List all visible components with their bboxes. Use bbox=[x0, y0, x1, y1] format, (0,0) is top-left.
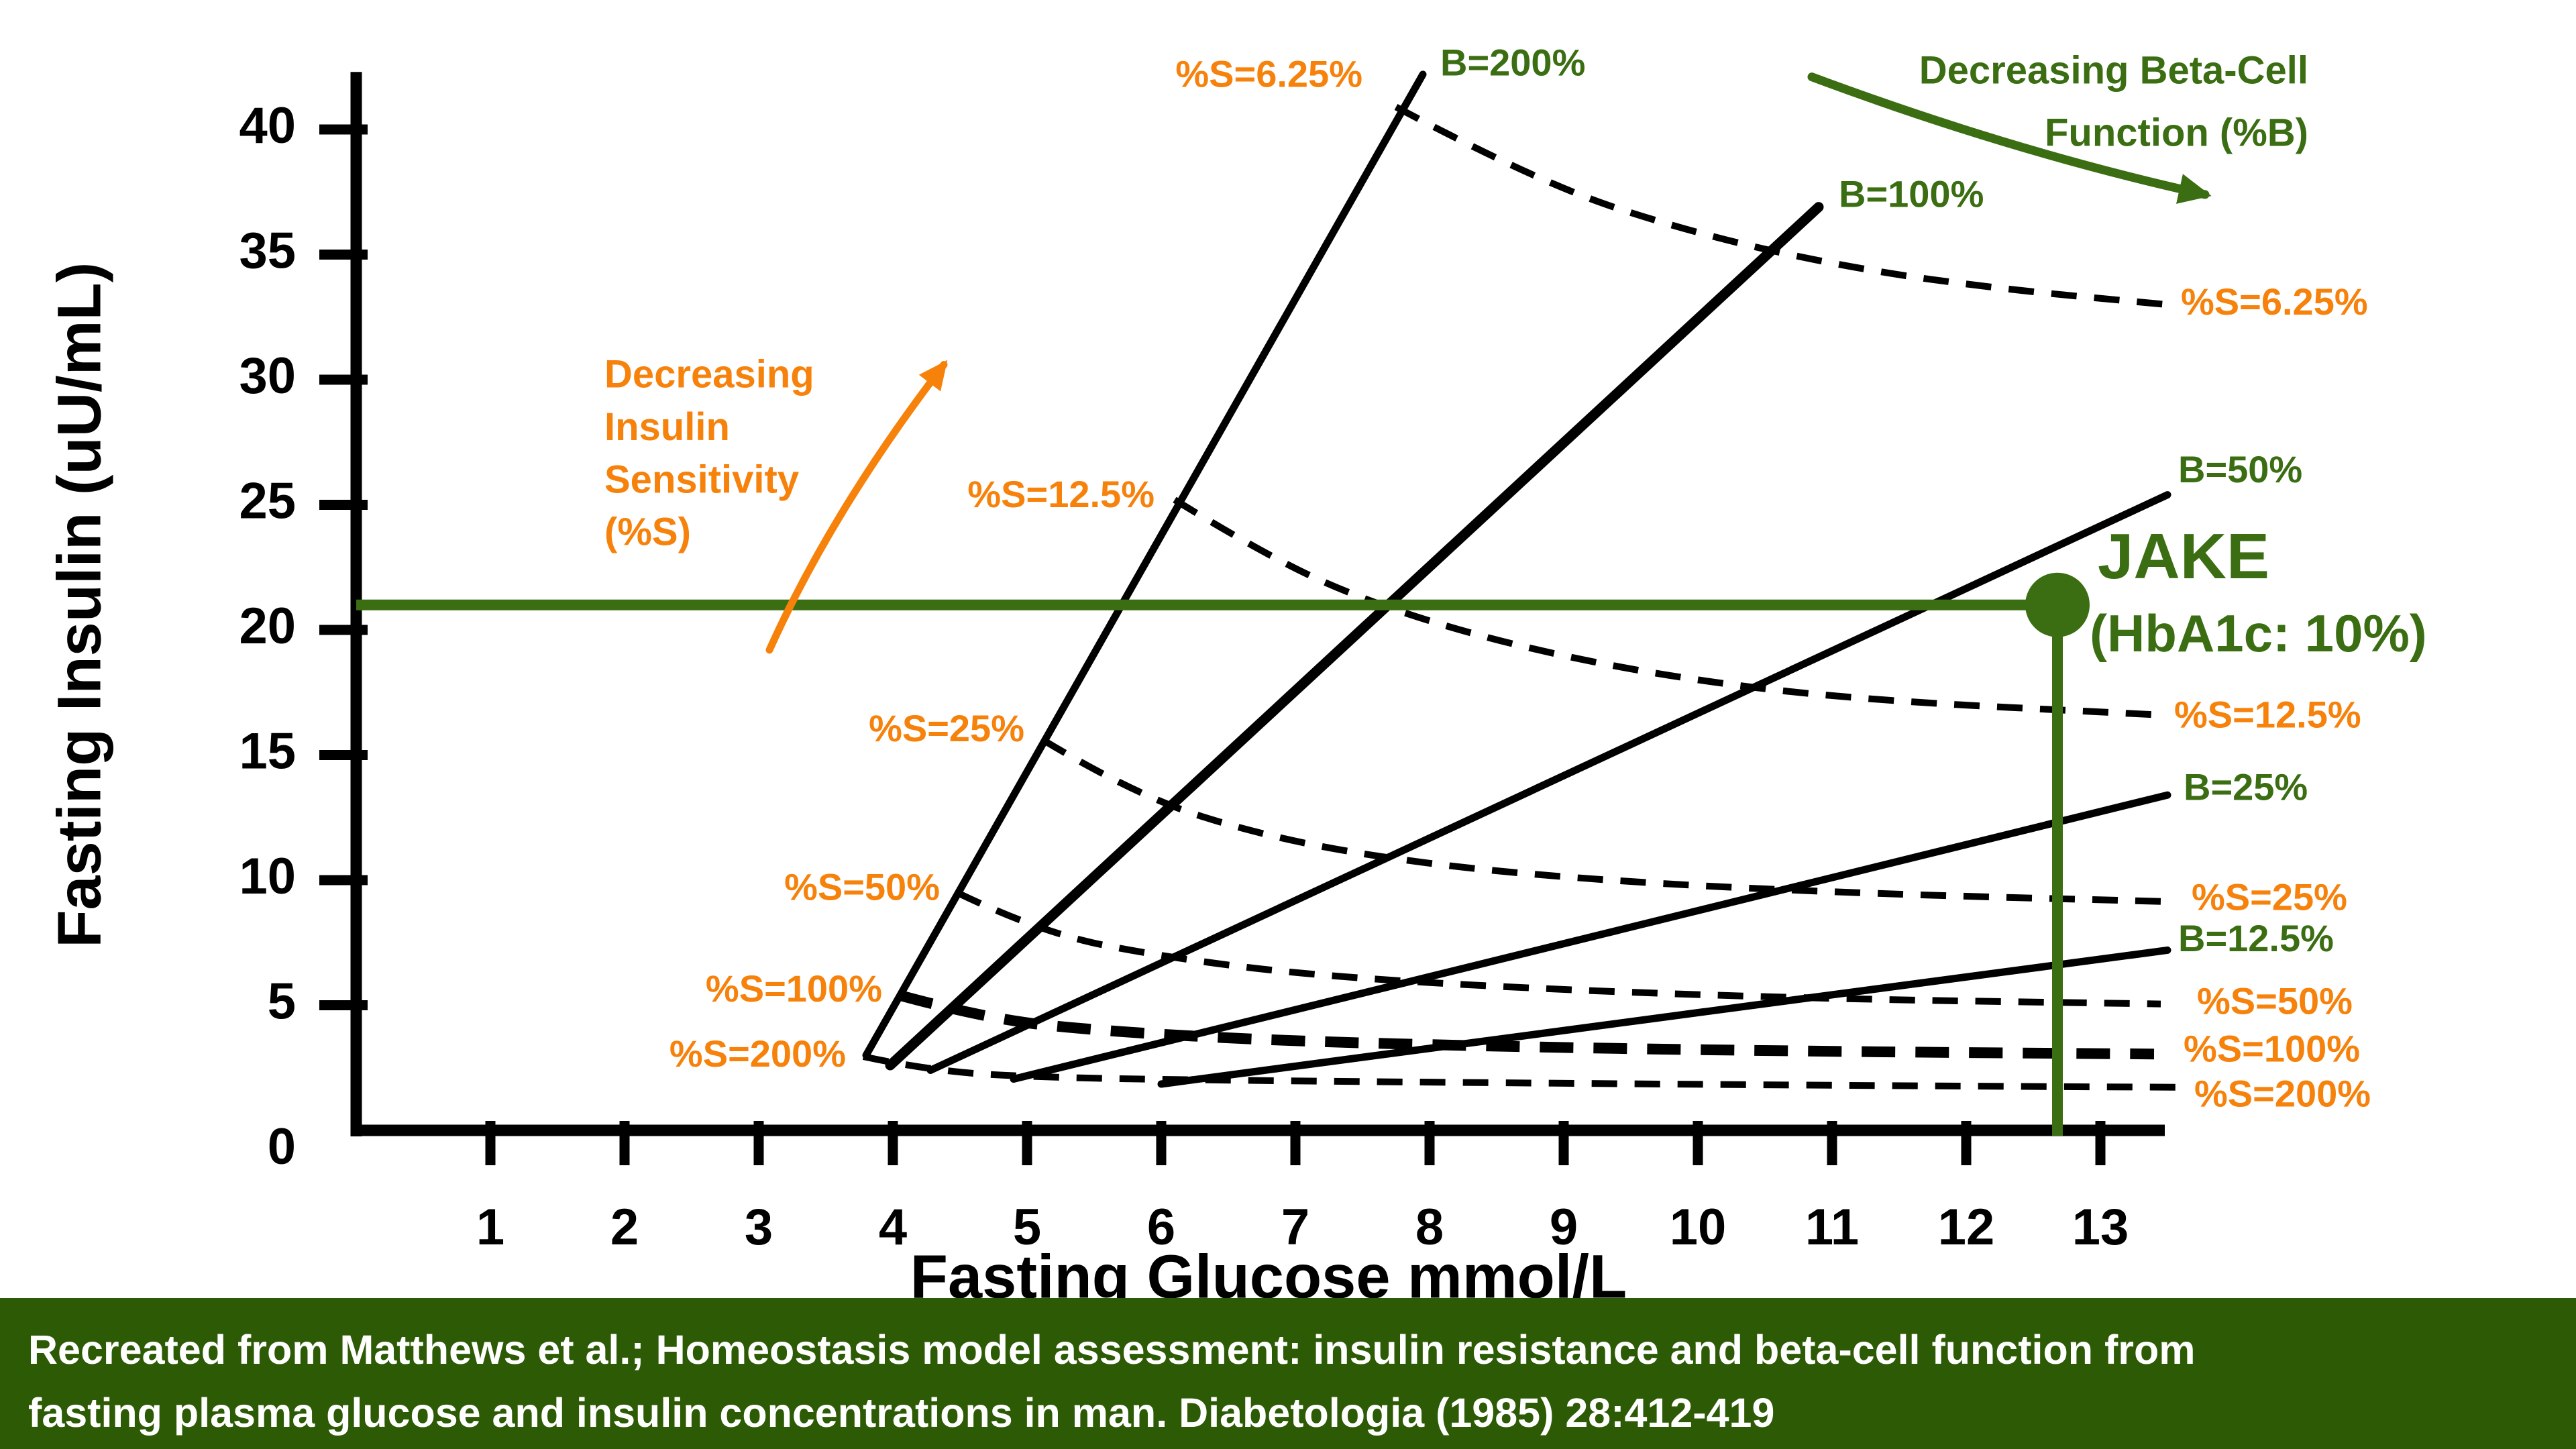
line-labels-group: B=200% B=100% B=50% B=25% B=12.5% %S=6.25% %S=… bbox=[669, 42, 2371, 1115]
patient-dot bbox=[2025, 572, 2090, 637]
y-tick-label: 0 bbox=[268, 1118, 296, 1175]
sensitivity-curve bbox=[1173, 496, 2161, 718]
y-tick-label: 35 bbox=[239, 223, 296, 280]
x-tick-label: 13 bbox=[2072, 1199, 2129, 1256]
beta-line-label: B=25% bbox=[2184, 766, 2308, 808]
patient-marker-group: JAKE (HbA1c: 10%) bbox=[356, 521, 2427, 1136]
y-tick-label: 30 bbox=[239, 347, 296, 405]
y-tick-label: 15 bbox=[239, 723, 296, 780]
beta-lines-group bbox=[862, 70, 2171, 1088]
sensitivity-curves-group bbox=[862, 103, 2182, 1091]
sensitivity-annotation-text: Sensitivity bbox=[604, 458, 799, 501]
x-tick-label: 7 bbox=[1281, 1199, 1309, 1256]
sensitivity-curve bbox=[862, 1053, 2182, 1091]
sensitivity-curve bbox=[898, 989, 2155, 1060]
citation-bar: Recreated from Matthews et al.; Homeosta… bbox=[0, 1298, 2576, 1449]
sensitivity-left-label: %S=12.5% bbox=[967, 473, 1155, 515]
sensitivity-right-label: %S=200% bbox=[2194, 1072, 2371, 1114]
sensitivity-left-label: %S=25% bbox=[869, 707, 1024, 749]
x-tick-label: 3 bbox=[745, 1199, 773, 1256]
x-tick-label: 10 bbox=[1670, 1199, 1727, 1256]
beta-line bbox=[885, 202, 1824, 1071]
sensitivity-arrow-icon bbox=[765, 360, 948, 654]
y-tick-label: 40 bbox=[239, 97, 296, 154]
beta-line-label: B=200% bbox=[1440, 42, 1585, 84]
y-tick-label: 5 bbox=[268, 973, 296, 1030]
citation-line-1: Recreated from Matthews et al.; Homeosta… bbox=[28, 1327, 2196, 1373]
sensitivity-annotation-text: (%S) bbox=[604, 511, 691, 554]
beta-line bbox=[926, 491, 2171, 1074]
sensitivity-right-label: %S=25% bbox=[2192, 876, 2347, 918]
beta-line bbox=[862, 70, 1427, 1059]
citation-line-2: fasting plasma glucose and insulin conce… bbox=[28, 1390, 1775, 1436]
y-tick-label: 20 bbox=[239, 598, 296, 655]
sensitivity-left-label: %S=6.25% bbox=[1175, 52, 1362, 95]
sensitivity-curve bbox=[1041, 737, 2161, 905]
beta-annotation-text-1: Decreasing Beta-Cell bbox=[1919, 48, 2308, 92]
x-tick-label: 8 bbox=[1415, 1199, 1444, 1256]
beta-line-label: B=50% bbox=[2178, 448, 2302, 490]
x-axis-title: Fasting Glucose mmol/L bbox=[910, 1242, 1627, 1298]
beta-arrow-icon bbox=[1807, 72, 2212, 204]
beta-line-label: B=12.5% bbox=[2178, 917, 2334, 959]
beta-line-label: B=100% bbox=[1839, 173, 1984, 215]
y-tick-label: 25 bbox=[239, 473, 296, 530]
beta-annotation-text-2: Function (%B) bbox=[2045, 111, 2308, 155]
sensitivity-left-label: %S=200% bbox=[669, 1032, 846, 1075]
annotations-group: Decreasing Insulin Sensitivity (%S) Decreasi… bbox=[604, 48, 2308, 654]
x-tick-label: 5 bbox=[1013, 1199, 1041, 1256]
x-tick-label: 11 bbox=[1805, 1199, 1859, 1256]
x-tick-label: 9 bbox=[1550, 1199, 1578, 1256]
patient-name-label: JAKE bbox=[2098, 521, 2269, 592]
beta-line bbox=[1157, 946, 2171, 1088]
x-tick-label: 1 bbox=[476, 1199, 504, 1256]
beta-line bbox=[1010, 791, 2171, 1083]
x-tick-label: 4 bbox=[879, 1199, 907, 1256]
sensitivity-right-label: %S=50% bbox=[2197, 979, 2353, 1022]
patient-detail-label: (HbA1c: 10%) bbox=[2090, 604, 2427, 663]
homa-chart-area: 0 5 10 15 20 25 30 35 40 1 2 3 4 5 6 7 8 9 10 11 12 13 Fasting… bbox=[45, 41, 2427, 1311]
sensitivity-right-label: %S=100% bbox=[2184, 1027, 2360, 1069]
y-axis-title: Fasting Insulin (uU/mL) bbox=[45, 262, 113, 948]
sensitivity-annotation-text: Decreasing bbox=[604, 353, 814, 396]
sensitivity-left-label: %S=50% bbox=[784, 866, 940, 908]
sensitivity-right-label: %S=12.5% bbox=[2174, 693, 2361, 735]
x-tick-label: 2 bbox=[610, 1199, 639, 1256]
x-tick-label: 6 bbox=[1147, 1199, 1175, 1256]
y-tick-label: 10 bbox=[239, 848, 296, 905]
x-tick-label: 12 bbox=[1938, 1199, 1995, 1256]
sensitivity-left-label: %S=100% bbox=[706, 967, 882, 1010]
sensitivity-right-label: %S=6.25% bbox=[2181, 280, 2368, 323]
sensitivity-annotation-text: Insulin bbox=[604, 405, 730, 449]
